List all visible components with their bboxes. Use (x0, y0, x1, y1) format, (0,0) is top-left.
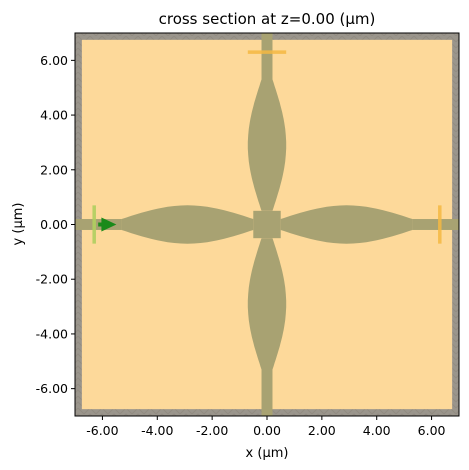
crossing-arm-bottom (247, 238, 287, 370)
crossing-center (253, 210, 281, 239)
source-direction-arrow-head (101, 217, 117, 232)
waveguide-top-stub (261, 33, 273, 80)
x-tick-label: -2.00 (196, 423, 228, 438)
x-axis-label: x (µm) (246, 446, 289, 461)
x-tick-label: -4.00 (141, 423, 173, 438)
waveguide-bottom-stub (261, 369, 273, 416)
crossing-arm-right (280, 205, 413, 244)
waveguide-right-stub (412, 219, 459, 230)
x-tick-label: -6.00 (86, 423, 118, 438)
y-tick-label: 0.00 (40, 217, 68, 232)
crossing-arm-left (121, 205, 254, 244)
x-tick-label: 2.00 (308, 423, 336, 438)
y-axis-label: y (µm) (11, 203, 26, 246)
x-tick-label: 6.00 (418, 423, 446, 438)
y-tick-label: -4.00 (36, 326, 68, 341)
y-tick-label: 4.00 (40, 108, 68, 123)
y-tick-label: 2.00 (40, 162, 68, 177)
x-tick-label: 0.00 (253, 423, 281, 438)
y-tick-label: 6.00 (40, 53, 68, 68)
y-tick-label: -2.00 (36, 272, 68, 287)
x-tick-label: 4.00 (363, 423, 391, 438)
crossing-arm-top (247, 79, 287, 211)
y-tick-label: -6.00 (36, 381, 68, 396)
plot-area (75, 33, 459, 416)
chart-title: cross section at z=0.00 (µm) (159, 10, 376, 28)
